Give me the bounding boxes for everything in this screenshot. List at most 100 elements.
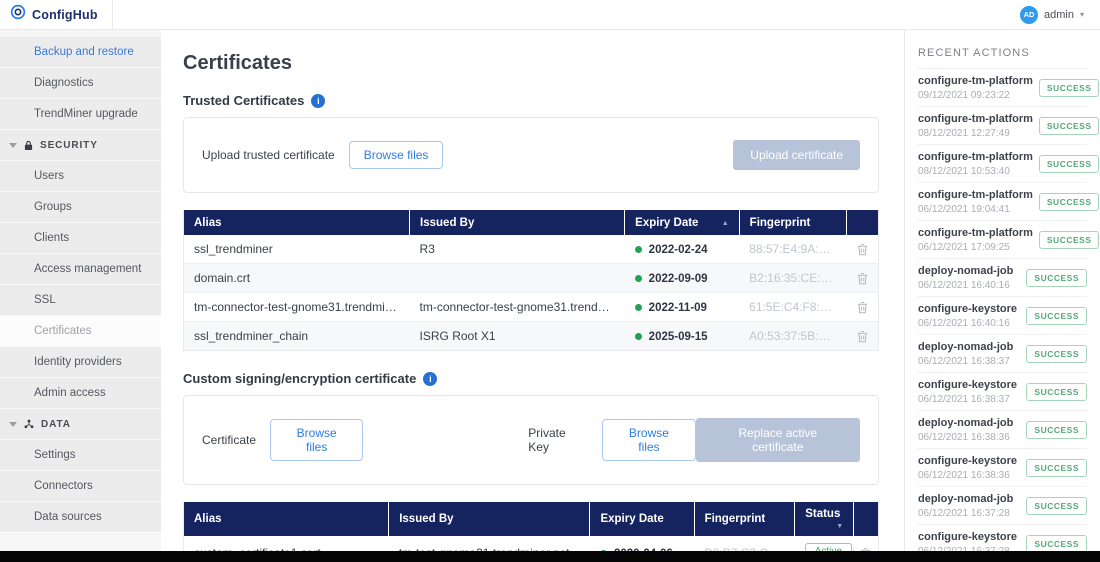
action-name: configure-keystore: [918, 379, 1018, 391]
delete-icon[interactable]: [857, 330, 868, 343]
cell-fingerprint: 61:5E:C4:F8:2C:88:38:5B...: [739, 292, 847, 322]
column-header-alias[interactable]: Alias: [184, 502, 389, 536]
success-badge: SUCCESS: [1026, 345, 1087, 363]
success-badge: SUCCESS: [1026, 497, 1087, 515]
table-header-row: Alias Issued By Expiry Date ▲ Fingerprint: [184, 210, 878, 235]
recent-action-item[interactable]: deploy-nomad-job 06/12/2021 16:38:37 SUCCE…: [918, 335, 1087, 373]
action-timestamp: 08/12/2021 10:53:40: [918, 166, 1010, 177]
recent-action-item[interactable]: configure-tm-platform 06/12/2021 17:09:25…: [918, 221, 1100, 259]
action-name: deploy-nomad-job: [918, 265, 1014, 277]
sidebar-item-label: Clients: [34, 232, 70, 244]
recent-action-item[interactable]: deploy-nomad-job 06/12/2021 16:37:28 SUCCE…: [918, 487, 1087, 525]
action-timestamp: 06/12/2021 16:40:16: [918, 318, 1010, 329]
upload-certificate-button[interactable]: Upload certificate: [733, 140, 860, 170]
recent-action-info: configure-keystore 06/12/2021 16:40:16: [918, 303, 1017, 329]
sidebar-item-users[interactable]: Users: [0, 161, 161, 192]
sidebar-item-clients[interactable]: Clients: [0, 223, 161, 254]
custom-certificate-heading: Custom signing/encryption certificate: [183, 371, 879, 386]
action-name: configure-tm-platform: [918, 227, 1033, 239]
sidebar-item-settings[interactable]: Settings: [0, 440, 161, 471]
user-menu[interactable]: AD admin ▾: [1020, 5, 1100, 24]
sidebar-item-diagnostics[interactable]: Diagnostics: [0, 68, 161, 99]
certificate-label: Certificate: [202, 433, 257, 447]
cell-alias: domain.crt: [184, 263, 410, 293]
trusted-certificates-table: Alias Issued By Expiry Date ▲ Fingerprint ssl…: [183, 210, 879, 351]
sidebar-item-groups[interactable]: Groups: [0, 192, 161, 223]
sidebar-item-label: Settings: [34, 449, 76, 461]
sidebar-item-data-sources[interactable]: Data sources: [0, 502, 161, 533]
cell-actions: [846, 321, 878, 350]
avatar: AD: [1020, 5, 1039, 24]
private-key-label: Private Key: [528, 426, 566, 454]
certificate-browse-files-button[interactable]: Browse files: [270, 419, 364, 461]
brand-name: ConfigHub: [32, 7, 98, 22]
sidebar-item-trendminer-upgrade[interactable]: TrendMiner upgrade: [0, 99, 161, 130]
sidebar-item-certificates[interactable]: Certificates: [0, 316, 161, 347]
cell-expiry-date: 2022-09-09: [624, 263, 740, 293]
custom-certificate-card: Certificate Browse files Private Key Bro…: [183, 395, 879, 485]
recent-action-item[interactable]: configure-tm-platform 09/12/2021 09:23:22…: [918, 69, 1100, 107]
success-badge: SUCCESS: [1038, 155, 1100, 173]
action-name: deploy-nomad-job: [918, 341, 1014, 353]
browse-files-button[interactable]: Browse files: [348, 141, 444, 169]
column-header-fingerprint[interactable]: Fingerprint: [693, 502, 795, 536]
column-header-alias[interactable]: Alias: [184, 210, 410, 235]
recent-action-item[interactable]: configure-tm-platform 08/12/2021 10:53:40…: [918, 145, 1100, 183]
replace-active-certificate-button[interactable]: Replace active certificate: [695, 418, 860, 462]
recent-action-item[interactable]: configure-keystore 06/12/2021 16:40:16 SUC…: [918, 297, 1087, 335]
cell-expiry-date: 2022-11-09: [624, 292, 740, 322]
recent-action-item[interactable]: configure-keystore 06/12/2021 16:38:37 SUC…: [918, 373, 1087, 411]
sort-descending-icon[interactable]: ▼: [836, 523, 844, 530]
cell-alias: tm-connector-test-gnome31.trendminer.net…: [184, 292, 410, 322]
user-name: admin: [1044, 8, 1074, 21]
delete-icon[interactable]: [857, 243, 868, 256]
recent-action-item[interactable]: configure-tm-platform 08/12/2021 12:27:49…: [918, 107, 1100, 145]
column-header-expiry-date[interactable]: Expiry Date ▲: [624, 210, 740, 235]
sidebar-item-label: Diagnostics: [34, 77, 94, 89]
sidebar-item-label: Access management: [34, 263, 142, 275]
chevron-down-icon[interactable]: [9, 142, 17, 148]
action-name: configure-keystore: [918, 455, 1018, 467]
cell-issued-by: [409, 263, 625, 293]
confighub-logo[interactable]: ConfigHub: [0, 4, 98, 25]
sidebar-item-admin-access[interactable]: Admin access: [0, 378, 161, 409]
column-header-status[interactable]: Status ▼: [794, 502, 854, 536]
column-header-actions: [853, 502, 878, 536]
column-header-issued-by[interactable]: Issued By: [409, 210, 625, 235]
sidebar-item-backup-and-restore[interactable]: Backup and restore: [0, 37, 161, 68]
delete-icon[interactable]: [857, 301, 868, 314]
recent-action-item[interactable]: deploy-nomad-job 06/12/2021 16:38:36 SUCCE…: [918, 411, 1087, 449]
recent-action-item[interactable]: configure-tm-platform 06/12/2021 19:04:41…: [918, 183, 1100, 221]
sort-ascending-icon[interactable]: ▲: [721, 219, 729, 227]
action-timestamp: 09/12/2021 09:23:22: [918, 90, 1010, 101]
column-header-expiry-date[interactable]: Expiry Date: [589, 502, 695, 536]
delete-icon[interactable]: [857, 272, 868, 285]
recent-action-info: deploy-nomad-job 06/12/2021 16:37:28: [918, 493, 1013, 519]
expiry-status-dot: [634, 304, 642, 311]
cell-expiry-date: 2025-09-15: [624, 321, 740, 350]
success-badge: SUCCESS: [1038, 79, 1100, 97]
sidebar-item-access-management[interactable]: Access management: [0, 254, 161, 285]
cell-alias: ssl_trendminer_chain: [184, 321, 410, 350]
sidebar-item-label: TrendMiner upgrade: [34, 108, 138, 120]
action-name: configure-tm-platform: [918, 151, 1033, 163]
trusted-certificates-label: Trusted Certificates: [183, 93, 305, 108]
sidebar-item-label: Admin access: [34, 387, 106, 399]
topbar: ConfigHub AD admin ▾: [0, 0, 1100, 30]
recent-actions-title: RECENT ACTIONS: [918, 40, 1087, 69]
sidebar-item-label: SSL: [34, 294, 56, 306]
chevron-down-icon[interactable]: [9, 421, 17, 427]
sidebar-section-data[interactable]: DATA: [0, 409, 161, 440]
cell-fingerprint: 88:57:E4:9A:7B:27:D9:D...: [749, 242, 847, 256]
recent-action-item[interactable]: deploy-nomad-job 06/12/2021 16:40:16 SUCCE…: [918, 259, 1087, 297]
recent-action-item[interactable]: configure-keystore 06/12/2021 16:38:36 SUC…: [918, 449, 1087, 487]
sidebar-item-identity-providers[interactable]: Identity providers: [0, 347, 161, 378]
private-key-browse-files-button[interactable]: Browse files: [602, 419, 696, 461]
column-header-issued-by[interactable]: Issued By: [388, 502, 590, 536]
sidebar-item-connectors[interactable]: Connectors: [0, 471, 161, 502]
sidebar-section-security[interactable]: SECURITY: [0, 130, 161, 161]
column-header-fingerprint[interactable]: Fingerprint: [738, 210, 847, 235]
info-icon[interactable]: [423, 371, 438, 386]
sidebar-item-ssl[interactable]: SSL: [0, 285, 161, 316]
info-icon[interactable]: [311, 93, 326, 108]
